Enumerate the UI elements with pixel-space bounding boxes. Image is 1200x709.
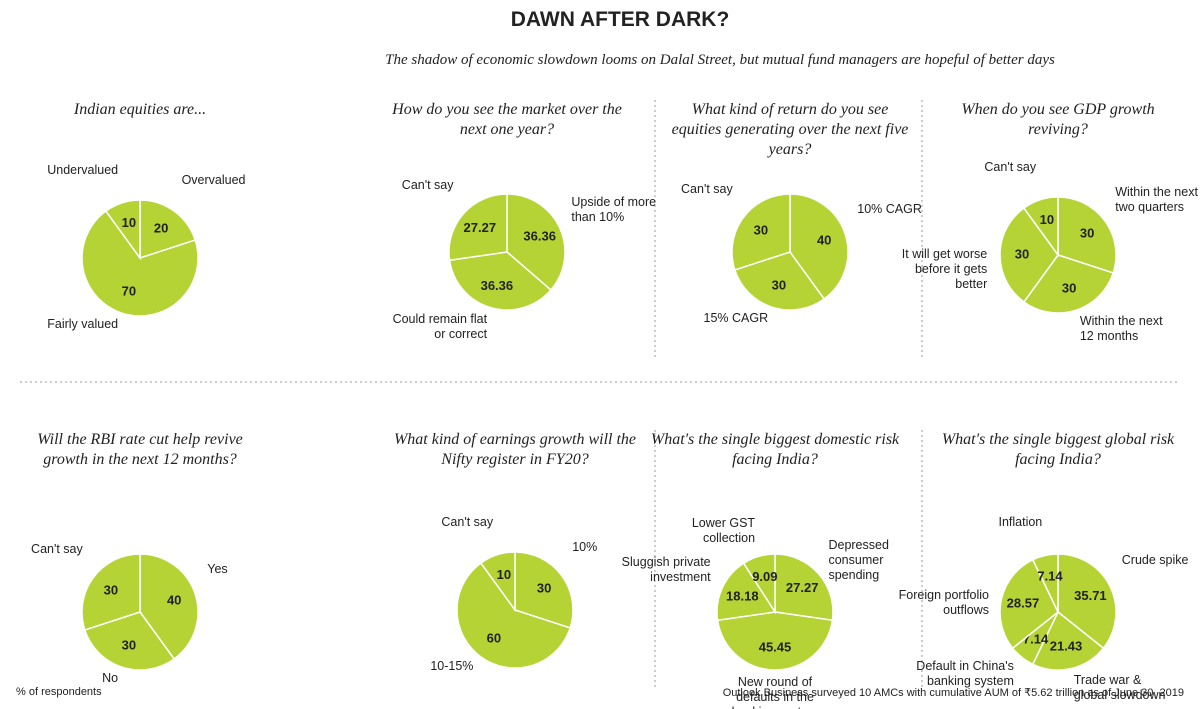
- category-label: Sluggish private investment: [621, 554, 711, 584]
- chart-title: When do you see GDP growth reviving?: [961, 101, 1155, 138]
- value-label: 30: [754, 222, 768, 237]
- value-label: 27.27: [786, 580, 819, 595]
- value-label: 28.57: [1007, 595, 1040, 610]
- source: Outlook Business surveyed 10 AMCs with c…: [722, 687, 1184, 699]
- category-label: Default in China's banking system: [916, 659, 1014, 689]
- pie-slice: [1057, 196, 1117, 274]
- pie-slice: [83, 611, 176, 671]
- category-label: Can't say: [401, 177, 454, 192]
- category-label: Inflation: [998, 515, 1043, 529]
- chart-title: What's the single biggest global risk fa…: [941, 431, 1175, 468]
- value-label: 10: [1040, 212, 1054, 227]
- value-label: 18.18: [726, 588, 759, 603]
- category-label: 10-15%: [430, 659, 474, 674]
- category-label: Can't say: [681, 182, 733, 197]
- value-label: 70: [122, 284, 136, 299]
- pie-slice: [789, 193, 849, 300]
- category-label: Crude spike: [1121, 553, 1189, 568]
- value-label: 9.09: [752, 569, 777, 584]
- pie-slice: [506, 193, 566, 292]
- chart-title: Indian equities are...: [73, 101, 207, 118]
- pie-slice: [999, 207, 1059, 303]
- pie-slice: [479, 551, 516, 613]
- chart-title: What kind of earnings growth will the Ni…: [393, 431, 637, 468]
- chart-title: How do you see the market over the next …: [392, 101, 622, 138]
- category-label: Foreign portfolio outflows: [898, 588, 989, 618]
- category-label: 15% CAGR: [703, 311, 769, 326]
- pie-slice: [1031, 610, 1105, 671]
- pie-slice: [716, 562, 777, 622]
- page-title: DAWN AFTER DARK?: [510, 8, 730, 31]
- pie-slice: [139, 553, 199, 660]
- value-label: 30: [772, 278, 786, 293]
- pie-slice: [733, 251, 826, 311]
- pie-slice: [742, 553, 776, 615]
- category-label: No: [102, 671, 119, 686]
- value-label: 40: [167, 592, 181, 607]
- chart-title: Will the RBI rate cut help revive growth…: [37, 431, 243, 468]
- pie-slice: [448, 193, 508, 262]
- pie-slice: [104, 199, 141, 261]
- value-label: 27.27: [464, 220, 497, 235]
- pie-slice: [774, 553, 834, 622]
- value-label: 45.45: [759, 639, 792, 654]
- chart-title: What's the single biggest domestic risk …: [650, 431, 900, 468]
- category-label: 10%: [572, 540, 598, 555]
- pie-slice: [731, 193, 791, 271]
- value-label: 30: [104, 582, 118, 597]
- category-label: Depressed consumer spending: [828, 537, 889, 582]
- value-label: 60: [487, 631, 501, 646]
- category-label: New round of defaults in the banking sys…: [732, 674, 819, 709]
- category-label: Fairly valued: [47, 317, 119, 332]
- value-label: 30: [122, 638, 136, 653]
- pie-slice: [999, 558, 1059, 650]
- category-label: It will get worse before it gets better: [901, 247, 988, 291]
- value-label: 35.71: [1074, 588, 1107, 603]
- footnote: % of respondents: [16, 686, 102, 698]
- category-label: Lower GST collection: [691, 516, 756, 546]
- category-label: Can't say: [31, 542, 83, 557]
- chart-title: What kind of return do you see equities …: [671, 101, 909, 158]
- value-label: 36.36: [523, 228, 556, 243]
- pie-slice: [456, 562, 572, 669]
- pie-slice: [139, 199, 197, 260]
- page-subtitle: The shadow of economic slowdown looms on…: [385, 52, 1055, 68]
- category-label: Can't say: [984, 159, 1037, 174]
- value-label: 21.43: [1050, 638, 1083, 653]
- pie-slice: [716, 611, 834, 671]
- category-label: Undervalued: [47, 162, 119, 177]
- pie-slice: [448, 251, 552, 311]
- value-label: 20: [154, 220, 168, 235]
- pie-slice: [1031, 553, 1059, 613]
- category-label: Could remain flat or correct: [392, 311, 488, 341]
- value-label: 7.14: [1037, 568, 1063, 583]
- value-label: 30: [1062, 281, 1076, 296]
- value-label: 30: [537, 580, 551, 595]
- value-label: 36.36: [481, 278, 514, 293]
- pie-slice: [1022, 254, 1115, 314]
- pie-slice: [81, 553, 141, 631]
- category-label: Trade war & global slowdown: [1073, 672, 1166, 702]
- pie-slice: [1057, 553, 1117, 650]
- pie-slice: [514, 551, 574, 629]
- value-label: 10: [122, 215, 136, 230]
- category-label: Overvalued: [181, 172, 246, 187]
- pie-slice: [81, 210, 199, 317]
- value-label: 30: [1080, 225, 1094, 240]
- category-label: 10% CAGR: [857, 202, 922, 217]
- category-label: Upside of more than 10%: [571, 194, 657, 224]
- category-label: Within the next 12 months: [1079, 314, 1163, 344]
- value-label: 40: [817, 232, 831, 247]
- value-label: 10: [497, 567, 511, 582]
- category-label: Within the next two quarters: [1115, 185, 1198, 215]
- category-label: Can't say: [441, 514, 494, 529]
- category-label: Yes: [207, 562, 228, 577]
- value-label: 30: [1015, 246, 1029, 261]
- pie-slice: [1022, 196, 1059, 258]
